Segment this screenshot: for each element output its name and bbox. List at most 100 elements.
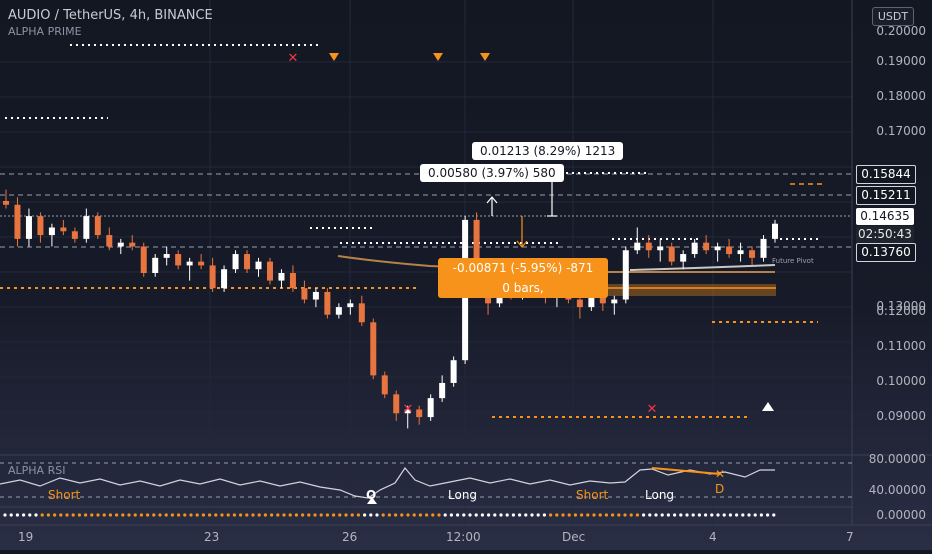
candle [703, 242, 710, 251]
price-label: 0.13000 [876, 299, 926, 313]
candle [450, 360, 457, 383]
rsi-dot [226, 513, 230, 517]
sell-x-icon: ✕ [647, 402, 658, 417]
rsi-dot [133, 513, 137, 517]
candle [737, 250, 744, 255]
chart-title[interactable]: AUDIO / TetherUS, 4h, BINANCE [8, 8, 213, 23]
rsi-dot [524, 513, 528, 517]
countdown-tag: 02:50:43 [856, 226, 914, 243]
rsi-dot [555, 513, 559, 517]
rsi-dot [759, 513, 764, 517]
price-label: 0.20000 [876, 24, 926, 38]
rsi-dot [704, 513, 708, 517]
rsi-dot [437, 513, 441, 517]
rsi-dot [394, 513, 398, 517]
rsi-dot [28, 513, 32, 517]
candle [634, 242, 641, 251]
rsi-dot [307, 513, 311, 517]
rsi-dot [195, 513, 199, 517]
currency-button[interactable]: USDT [872, 7, 914, 26]
candle [289, 273, 296, 289]
rsi-dot [214, 513, 218, 517]
rsi-dot [710, 513, 714, 517]
rsi-dot [71, 513, 75, 517]
candle [301, 288, 308, 300]
rsi-indicator-name[interactable]: ALPHA RSI [8, 464, 66, 477]
rsi-dot [666, 513, 671, 517]
measure-orange-line1: -0.00871 (-5.95%) -871 [452, 261, 594, 275]
rsi-dot [753, 513, 757, 517]
rsi-dot [741, 513, 745, 517]
candle [749, 250, 756, 258]
rsi-dot [449, 513, 453, 517]
rsi-dot [462, 513, 466, 517]
candle [335, 307, 342, 315]
rsi-dot [766, 513, 770, 517]
rsi-o-marker: O [366, 488, 377, 502]
rsi-dot [152, 513, 156, 517]
rsi-dot [747, 513, 751, 517]
rsi-dot [425, 513, 429, 517]
rsi-dot [319, 513, 323, 517]
candle [3, 200, 9, 205]
rsi-dot [276, 513, 280, 517]
upper-level-tag: 0.15844 [856, 165, 916, 184]
rsi-dot [201, 513, 205, 517]
candles-group [3, 189, 778, 429]
rsi-dot [387, 513, 391, 517]
down-triangle-icon [480, 53, 490, 61]
rsi-dot [716, 513, 720, 517]
candle [255, 261, 262, 270]
rsi-dot [536, 513, 540, 517]
rsi-dot [456, 513, 460, 517]
time-label: 4 [709, 530, 717, 544]
candle [404, 409, 411, 414]
rsi-dot [431, 513, 435, 517]
rsi-dot [96, 513, 100, 517]
candle [232, 254, 239, 270]
rsi-dot [90, 513, 94, 517]
rsi-dot [735, 513, 739, 517]
candle [129, 242, 136, 247]
measure-orange-line2: 0 bars, [502, 281, 544, 295]
rsi-dot [170, 513, 174, 517]
price-label: 0.11000 [876, 339, 926, 353]
candle [691, 242, 698, 255]
mid-level-tag: 0.15211 [856, 186, 916, 205]
orange-zone [608, 284, 776, 296]
time-label: 19 [18, 530, 34, 544]
rsi-dot [598, 513, 602, 517]
rsi-dot [177, 513, 181, 517]
rsi-dot [642, 513, 646, 517]
rsi-dot [77, 513, 81, 517]
rsi-dot [220, 513, 224, 517]
indicator-name[interactable]: ALPHA PRIME [8, 25, 82, 38]
rsi-dot [567, 513, 571, 517]
rsi-dot [270, 513, 274, 517]
candle [140, 246, 147, 273]
rsi-dot [22, 513, 26, 517]
candle [48, 227, 55, 236]
candle [393, 394, 400, 414]
candle [599, 295, 606, 304]
rsi-dot [350, 513, 354, 517]
rsi-dot [611, 513, 615, 517]
candle [668, 246, 675, 262]
rsi-long-marker: Long [448, 488, 478, 502]
rsi-dot [549, 513, 553, 517]
rsi-dot [487, 513, 491, 517]
candle [473, 219, 480, 292]
rsi-dot [772, 513, 776, 517]
rsi-dot [139, 513, 143, 517]
candle [163, 254, 170, 258]
candle [198, 261, 205, 266]
candle [83, 216, 90, 239]
rsi-dot [158, 513, 162, 517]
candle [760, 238, 767, 258]
future-pivot-line [629, 264, 776, 271]
rsi-dot [654, 513, 658, 517]
rsi-dot [592, 513, 596, 517]
rsi-dot [468, 513, 472, 517]
